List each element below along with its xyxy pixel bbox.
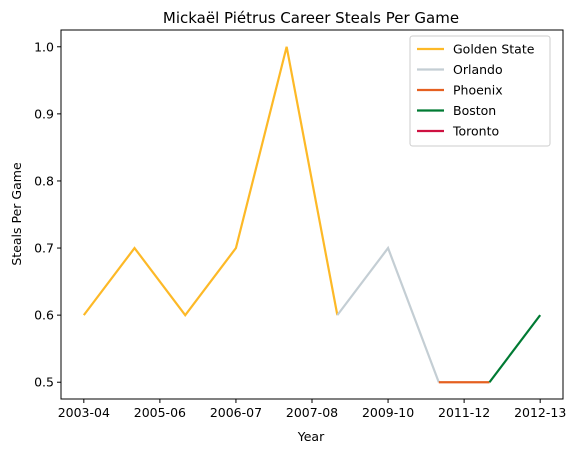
legend-label: Boston [453,103,496,118]
x-tick-label: 2007-08 [286,405,338,420]
y-tick-label: 0.5 [34,375,54,390]
y-axis: 0.5 0.6 0.7 0.8 0.9 1.0 [34,39,61,390]
legend-label: Toronto [452,124,499,139]
series-line-orlando [336,245,440,383]
y-axis-label: Steals Per Game [9,162,24,266]
x-tick-label: 2009-10 [362,405,414,420]
y-tick-label: 1.0 [34,39,54,54]
legend-label: Phoenix [453,83,503,98]
series-line-boston [488,314,542,383]
x-tick-label: 2011-12 [438,405,490,420]
x-tick-label: 2005-06 [134,405,186,420]
y-tick-label: 0.9 [34,106,54,121]
x-tick-label: 2006-07 [210,405,262,420]
y-tick-label: 0.8 [34,173,54,188]
x-axis-label: Year [297,429,325,444]
series-line-golden-state [82,46,339,317]
legend-label: Orlando [453,62,503,77]
y-tick-label: 0.6 [34,308,54,323]
legend-label: Golden State [453,42,535,57]
legend: Golden State Orlando Phoenix Boston Toronto [409,35,551,147]
x-tick-label: 2003-04 [58,405,110,420]
chart-title: Mickaël Piétrus Career Steals Per Game [163,9,459,27]
legend-frame [409,35,551,147]
y-tick-label: 0.7 [34,241,54,256]
x-tick-label: 2012-13 [514,405,566,420]
x-axis: 2003-04 2005-06 2006-07 2007-08 2009-10 2011-… [58,399,566,420]
plot-area [82,46,542,384]
